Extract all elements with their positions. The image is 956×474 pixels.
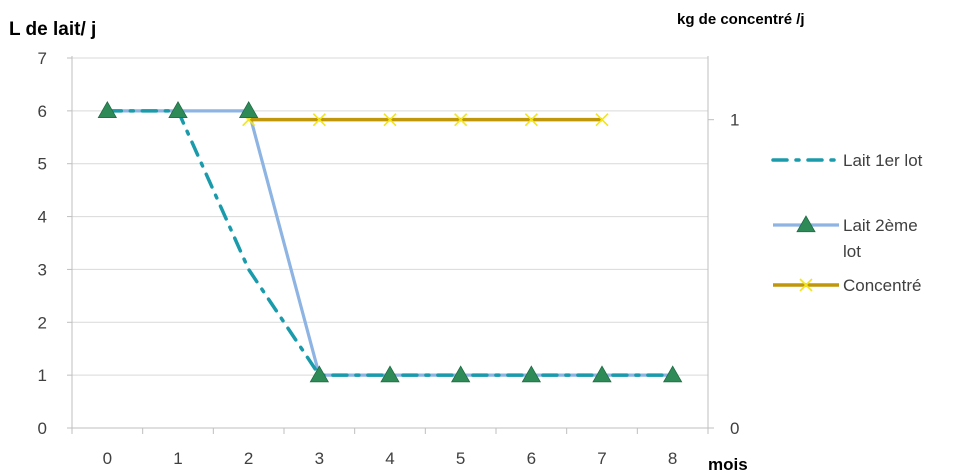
legend-marker-lait-2eme-lot xyxy=(796,215,816,233)
lait-2eme-lot-marker xyxy=(662,365,683,383)
x-marker-stroke xyxy=(312,113,326,127)
y-tick-label: 4 xyxy=(38,208,47,227)
x-tick-label: 0 xyxy=(103,449,112,468)
series-line-lait-1er-lot xyxy=(105,109,675,377)
y-tick-label: 2 xyxy=(38,313,47,332)
concentre-marker xyxy=(312,113,326,127)
tick-labels: 0 1 2 3 4 5 6 7 0 1 2 3 4 5 6 7 8 0 1 xyxy=(38,49,740,468)
y-tick-label: 1 xyxy=(38,366,47,385)
y2-tick-label: 1 xyxy=(730,111,739,130)
x-tick-label: 5 xyxy=(456,449,465,468)
x-marker-stroke xyxy=(799,278,813,292)
y2-axis-title: kg de concentré /j xyxy=(677,11,805,28)
lait-2eme-lot-marker xyxy=(592,365,612,383)
x-tick-label: 7 xyxy=(597,449,606,468)
legend: Lait 1er lot Lait 2ème lot Concentré xyxy=(771,151,923,295)
y-tick-label: 6 xyxy=(38,102,47,121)
x-tick-label: 6 xyxy=(527,449,536,468)
legend-marker-concentre xyxy=(799,278,813,292)
series-line-lait-2eme-lot xyxy=(107,109,673,377)
legend-label-concentre: Concentré xyxy=(843,276,921,295)
gridlines xyxy=(72,57,708,376)
x-marker-stroke xyxy=(595,113,609,127)
y-tick-label: 5 xyxy=(38,155,47,174)
lait-2eme-lot-marker xyxy=(521,365,542,383)
lait-2eme-lot-marker xyxy=(309,365,330,383)
x-marker-stroke xyxy=(383,113,397,127)
legend-label-lait-1er-lot: Lait 1er lot xyxy=(843,151,923,170)
lait-2eme-lot-marker xyxy=(168,101,188,119)
x-marker-stroke xyxy=(454,113,468,127)
axes xyxy=(67,56,714,434)
concentre-marker xyxy=(595,113,609,127)
x-marker-stroke xyxy=(524,113,538,127)
lait-2eme-lot-marker xyxy=(380,365,400,383)
concentre-marker xyxy=(524,113,538,127)
series-layer xyxy=(97,101,683,383)
y-axis-title: L de lait/ j xyxy=(9,19,96,40)
lait-2eme-lot-marker xyxy=(97,101,118,119)
concentre-marker xyxy=(454,113,468,127)
legend-label-lait-2eme-lot-line2: lot xyxy=(843,242,861,261)
lait-2eme-lot-marker xyxy=(238,101,259,119)
y2-tick-label: 0 xyxy=(730,419,739,438)
x-tick-label: 2 xyxy=(244,449,253,468)
legend-label-lait-2eme-lot: Lait 2ème xyxy=(843,216,918,235)
x-tick-label: 1 xyxy=(173,449,182,468)
x-tick-label: 8 xyxy=(668,449,677,468)
y-tick-label: 3 xyxy=(38,260,47,279)
x-axis-title: mois xyxy=(708,455,748,474)
lait-2eme-lot-marker xyxy=(450,365,471,383)
y-tick-label: 0 xyxy=(38,419,47,438)
y-tick-label: 7 xyxy=(38,49,47,68)
concentre-marker xyxy=(383,113,397,127)
x-tick-label: 3 xyxy=(315,449,324,468)
x-tick-label: 4 xyxy=(385,449,394,468)
